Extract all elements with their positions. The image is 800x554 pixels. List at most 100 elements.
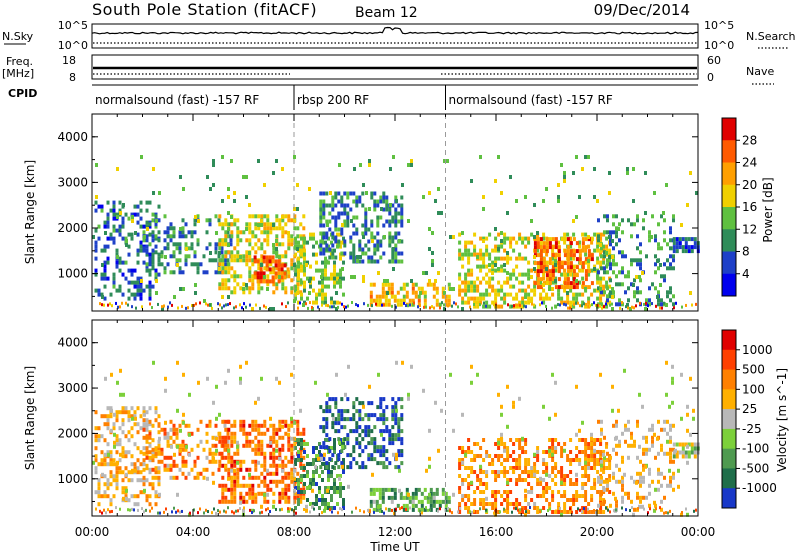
echo-cell [260, 230, 264, 235]
echo-cell [373, 449, 377, 454]
echo-cell [124, 494, 128, 499]
echo-cell [695, 302, 697, 306]
echo-cell [545, 187, 548, 191]
echo-cell [151, 467, 155, 472]
echo-cell [154, 447, 158, 452]
echo-cell [575, 265, 579, 270]
echo-cell [178, 230, 182, 235]
echo-cell [396, 290, 400, 295]
echo-cell [322, 211, 326, 216]
echo-cell [269, 487, 273, 492]
echo-cell [435, 499, 439, 504]
echo-cell [506, 424, 509, 429]
echo-cell [615, 302, 618, 307]
echo-cell [660, 499, 663, 504]
echo-cell [584, 456, 587, 461]
echo-cell [331, 413, 335, 418]
echo-cell [684, 237, 688, 242]
echo-cell [151, 447, 155, 452]
echo-cell [681, 454, 685, 459]
echo-cell [612, 262, 615, 267]
echo-cell [151, 238, 155, 243]
echo-cell [607, 508, 609, 512]
echo-cell [527, 490, 531, 494]
echo-cell [337, 199, 341, 204]
echo-cell [572, 256, 576, 261]
echo-cell [500, 284, 504, 289]
echo-cell [251, 459, 255, 464]
echo-cell [387, 286, 391, 291]
echo-cell [300, 478, 303, 482]
echo-cell [312, 470, 315, 474]
echo-cell [325, 303, 327, 307]
echo-cell [142, 410, 146, 415]
echo-cell [482, 264, 486, 269]
echo-cell [139, 478, 143, 483]
echo-cell [370, 235, 374, 240]
echo-cell [297, 442, 300, 446]
echo-cell [521, 470, 525, 474]
echo-cell [593, 167, 596, 171]
echo-cell [377, 271, 380, 275]
echo-cell [242, 419, 246, 424]
echo-cell [154, 272, 158, 277]
echo-cell [103, 438, 107, 443]
echo-cell [154, 490, 158, 495]
echo-cell [297, 244, 300, 249]
echo-cell [370, 457, 374, 462]
echo-cell [218, 459, 222, 464]
echo-cell [248, 278, 252, 283]
echo-cell [103, 260, 107, 265]
echo-cell [369, 510, 371, 514]
echo-cell [175, 475, 179, 480]
echo-cell [145, 418, 149, 423]
echo-cell [563, 261, 567, 266]
echo-cell [563, 249, 567, 254]
echo-cell [112, 228, 116, 233]
echo-cell [545, 260, 549, 265]
echo-cell [148, 494, 152, 499]
echo-cell [352, 247, 356, 252]
echo-cell [319, 191, 323, 196]
echo-cell [473, 302, 475, 306]
echo-cell [169, 467, 173, 472]
echo-cell [461, 458, 465, 462]
echo-cell [230, 250, 234, 255]
echo-cell [287, 483, 291, 488]
echo-cell [431, 305, 433, 309]
echo-cell [278, 242, 282, 247]
echo-cell [581, 506, 585, 510]
echo-cell [542, 232, 546, 237]
echo-cell [624, 290, 627, 295]
echo-cell [636, 262, 639, 267]
echo-cell [342, 462, 345, 466]
echo-cell [151, 212, 155, 217]
echo-cell [599, 502, 603, 506]
echo-cell [551, 466, 555, 470]
echo-cell [624, 274, 627, 279]
echo-cell [296, 207, 299, 211]
echo-cell [455, 302, 457, 306]
echo-cell [103, 494, 107, 499]
echo-cell [581, 300, 585, 305]
echo-cell [361, 251, 365, 256]
echo-cell [638, 444, 641, 449]
echo-cell [536, 248, 540, 253]
echo-cell [227, 187, 230, 191]
echo-cell [515, 276, 519, 281]
echo-cell [464, 466, 468, 470]
echo-cell [154, 222, 158, 227]
echo-cell [109, 470, 113, 475]
echo-cell [494, 442, 498, 446]
echo-cell [352, 255, 356, 260]
echo-cell [615, 479, 618, 484]
echo-cell [394, 195, 398, 200]
echo-cell [663, 427, 666, 432]
echo-cell [121, 430, 125, 435]
echo-cell [302, 246, 306, 251]
echo-cell [299, 463, 303, 468]
echo-cell [290, 443, 294, 448]
echo-cell [530, 466, 534, 470]
echo-cell [260, 223, 263, 227]
echo-cell [230, 423, 234, 428]
